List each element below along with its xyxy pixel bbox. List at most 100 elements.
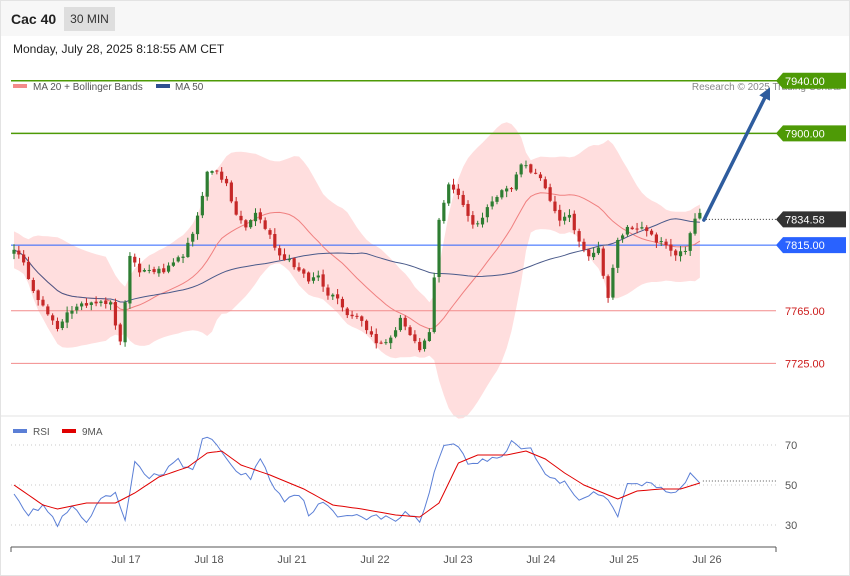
candle-body bbox=[674, 250, 678, 256]
candle-body bbox=[466, 203, 470, 216]
candle-body bbox=[447, 184, 451, 204]
candle-body bbox=[210, 171, 214, 173]
candle-body bbox=[12, 249, 16, 254]
timeframe-button[interactable]: 30 MIN bbox=[64, 7, 115, 31]
candle-body bbox=[688, 233, 692, 251]
legend-rsi-label: RSI bbox=[33, 427, 50, 438]
candle-body bbox=[292, 258, 296, 268]
candle-body bbox=[524, 165, 528, 167]
candle-body bbox=[75, 306, 79, 311]
ma20-line bbox=[13, 192, 701, 330]
candle-body bbox=[287, 259, 291, 261]
candle-body bbox=[505, 188, 509, 192]
x-axis-label: Jul 24 bbox=[526, 554, 555, 566]
candle-body bbox=[263, 220, 267, 229]
rsi-tick-label: 30 bbox=[785, 520, 797, 532]
candle-body bbox=[529, 164, 533, 173]
level-tag-current bbox=[776, 211, 846, 228]
legend-9ma-label: 9MA bbox=[82, 427, 103, 438]
candle-body bbox=[471, 215, 475, 225]
x-axis-label: Jul 21 bbox=[277, 554, 306, 566]
candle-body bbox=[26, 261, 31, 280]
candle-body bbox=[442, 202, 446, 222]
candle-body bbox=[278, 248, 282, 256]
candle-body bbox=[592, 252, 596, 258]
legend-ma20-label: MA 20 + Bollinger Bands bbox=[33, 82, 143, 93]
candle-body bbox=[55, 320, 60, 330]
candle-body bbox=[369, 331, 374, 335]
candle-body bbox=[253, 212, 258, 222]
candle-body bbox=[224, 178, 229, 184]
candle-body bbox=[22, 254, 26, 263]
datetime-label: Monday, July 28, 2025 8:18:55 AM CET bbox=[13, 42, 225, 56]
candle-body bbox=[649, 230, 654, 235]
level-tag-resistance bbox=[776, 72, 846, 89]
forecast-arrow-shaft bbox=[702, 96, 767, 222]
candle-body bbox=[36, 290, 40, 301]
candle-body bbox=[307, 272, 311, 282]
level-label-resistance: 7940.00 bbox=[785, 76, 825, 88]
candle-body bbox=[239, 215, 243, 221]
candle-body bbox=[195, 215, 200, 235]
candle-body bbox=[413, 334, 417, 342]
candle-body bbox=[654, 234, 658, 243]
candle-body bbox=[191, 233, 195, 242]
candle-body bbox=[393, 330, 398, 337]
candle-body bbox=[282, 254, 287, 260]
rsi-ma-line bbox=[13, 450, 701, 518]
candle-body bbox=[418, 341, 422, 351]
candle-body bbox=[31, 280, 35, 292]
candle-body bbox=[89, 302, 93, 306]
candle-body bbox=[258, 212, 262, 220]
candle-body bbox=[321, 274, 325, 287]
candle-body bbox=[616, 239, 620, 268]
candle-body bbox=[176, 257, 180, 262]
candle-body bbox=[355, 315, 359, 317]
candle-body bbox=[331, 294, 335, 297]
candle-body bbox=[683, 250, 687, 252]
candle-body bbox=[596, 247, 601, 254]
candle-body bbox=[70, 310, 74, 314]
candle-body bbox=[432, 277, 436, 332]
candle-body bbox=[601, 248, 605, 276]
candle-body bbox=[678, 251, 683, 257]
candle-body bbox=[664, 241, 668, 246]
widget-header bbox=[1, 1, 849, 36]
candle-body bbox=[567, 214, 572, 218]
candle-body bbox=[437, 219, 441, 277]
candle-body bbox=[200, 195, 204, 216]
candle-body bbox=[205, 171, 209, 197]
candle-body bbox=[181, 256, 185, 258]
candle-body bbox=[461, 194, 465, 206]
level-label-resistance: 7900.00 bbox=[785, 128, 825, 140]
candle-body bbox=[553, 201, 557, 212]
level-label-current: 7834.58 bbox=[785, 214, 825, 226]
candle-body bbox=[408, 327, 412, 336]
candle-body bbox=[582, 241, 586, 250]
candle-body bbox=[80, 303, 84, 307]
candle-body bbox=[490, 201, 494, 207]
candle-body bbox=[118, 324, 122, 342]
candle-body bbox=[326, 287, 330, 296]
candle-body bbox=[302, 269, 306, 274]
level-label-pivot: 7815.00 bbox=[785, 240, 825, 252]
candle-body bbox=[558, 209, 562, 221]
legend-9ma-swatch bbox=[62, 429, 76, 433]
candle-body bbox=[215, 170, 219, 172]
candle-body bbox=[316, 275, 320, 278]
candle-body bbox=[229, 182, 233, 202]
candle-body bbox=[495, 197, 499, 202]
candle-body bbox=[186, 242, 190, 258]
candle-body bbox=[311, 277, 316, 281]
candle-body bbox=[480, 217, 485, 225]
candle-body bbox=[171, 262, 175, 266]
candle-body bbox=[379, 342, 383, 344]
candle-body bbox=[268, 230, 272, 235]
candle-body bbox=[534, 172, 538, 174]
candle-body bbox=[625, 226, 630, 235]
candle-body bbox=[456, 188, 460, 195]
candle-body bbox=[94, 301, 98, 304]
candle-body bbox=[137, 263, 142, 273]
